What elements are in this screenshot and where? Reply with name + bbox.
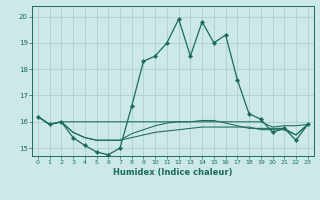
X-axis label: Humidex (Indice chaleur): Humidex (Indice chaleur) [113,168,233,177]
